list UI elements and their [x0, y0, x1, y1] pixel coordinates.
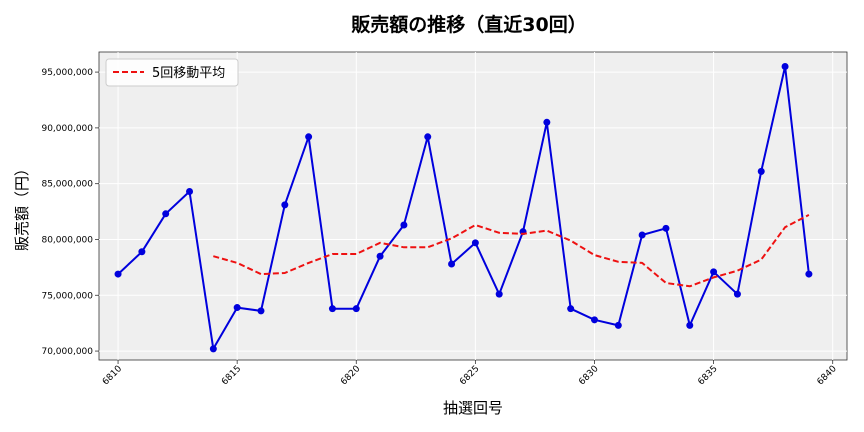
data-point-sales: [186, 187, 194, 195]
data-point-sales: [662, 224, 670, 232]
y-tick-label: 90,000,000: [41, 124, 93, 134]
data-point-sales: [352, 305, 360, 313]
data-point-sales: [162, 210, 170, 218]
legend-label-moving-average: 5回移動平均: [152, 66, 225, 81]
data-point-sales: [209, 345, 217, 353]
x-tick-label: 6840: [816, 364, 839, 387]
y-tick-label: 75,000,000: [41, 291, 93, 301]
data-point-sales: [590, 316, 598, 324]
x-tick-label: 6820: [339, 364, 362, 387]
data-point-sales: [400, 221, 408, 229]
data-point-sales: [376, 252, 384, 260]
data-point-sales: [448, 260, 456, 268]
x-tick-label: 6825: [458, 364, 481, 387]
data-point-sales: [614, 321, 622, 329]
data-point-sales: [471, 239, 479, 247]
data-point-sales: [543, 118, 551, 126]
data-point-sales: [710, 268, 718, 276]
data-point-sales: [567, 305, 575, 313]
y-axis-ticks: 70,000,000 75,000,000 80,000,000 85,000,000…: [41, 68, 99, 357]
data-point-sales: [257, 307, 265, 315]
x-tick-label: 6830: [577, 364, 600, 387]
data-point-sales: [638, 231, 646, 239]
legend-box: [105, 58, 239, 87]
data-point-sales: [733, 290, 741, 298]
y-axis-label: 販売額（円）: [13, 161, 31, 251]
data-point-sales: [305, 133, 313, 141]
series-line-sales: [117, 65, 810, 350]
chart-title: 販売額の推移（直近30回）: [351, 13, 586, 36]
x-tick-label: 6835: [696, 364, 719, 387]
x-axis-label: 抽選回号: [443, 399, 503, 417]
data-point-sales: [495, 290, 503, 298]
data-point-sales: [424, 133, 432, 141]
data-point-sales: [233, 304, 241, 312]
data-point-sales: [805, 270, 813, 278]
data-point-sales: [757, 167, 765, 175]
legend: 5回移動平均: [105, 58, 239, 87]
data-point-sales: [686, 321, 694, 329]
plot-area: [98, 51, 848, 361]
data-point-sales: [281, 201, 289, 209]
y-tick-label: 95,000,000: [41, 68, 93, 78]
y-tick-label: 85,000,000: [41, 180, 93, 190]
y-tick-label: 70,000,000: [41, 347, 93, 357]
series-layer: [114, 63, 813, 353]
data-point-sales: [781, 63, 789, 71]
data-point-sales: [138, 248, 146, 256]
x-tick-label: 6815: [220, 364, 243, 387]
x-axis-ticks: 6810 6815 6820 6825 6830 6835 6840: [101, 360, 839, 387]
data-point-sales: [328, 305, 336, 313]
x-tick-label: 6810: [101, 364, 124, 387]
data-point-sales: [114, 270, 122, 278]
y-tick-label: 80,000,000: [41, 235, 93, 245]
